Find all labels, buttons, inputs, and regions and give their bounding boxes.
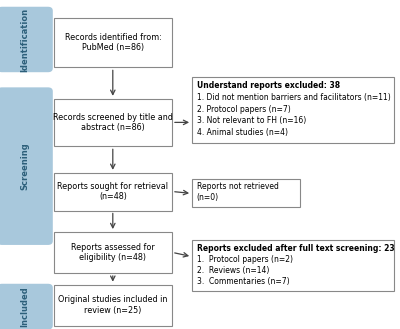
Text: Records screened by title and
abstract (n=86): Records screened by title and abstract (…: [53, 113, 173, 132]
Text: 2.  Reviews (n=14): 2. Reviews (n=14): [197, 266, 269, 275]
Text: 2. Protocol papers (n=7): 2. Protocol papers (n=7): [197, 105, 290, 114]
Text: 4. Animal studies (n=4): 4. Animal studies (n=4): [197, 128, 288, 137]
FancyBboxPatch shape: [54, 99, 172, 146]
FancyBboxPatch shape: [54, 18, 172, 67]
Text: Reports not retrieved: Reports not retrieved: [197, 183, 279, 191]
Text: 3. Not relevant to FH (n=16): 3. Not relevant to FH (n=16): [197, 116, 306, 125]
FancyBboxPatch shape: [54, 285, 172, 326]
FancyBboxPatch shape: [0, 88, 53, 245]
FancyBboxPatch shape: [192, 179, 300, 207]
Text: Reports excluded after full text screening: 23: Reports excluded after full text screeni…: [197, 243, 394, 252]
FancyBboxPatch shape: [192, 240, 394, 291]
Text: 1. Did not mention barriers and facilitators (n=11): 1. Did not mention barriers and facilita…: [197, 93, 390, 102]
FancyBboxPatch shape: [54, 232, 172, 273]
Text: 1.  Protocol papers (n=2): 1. Protocol papers (n=2): [197, 255, 293, 264]
Text: Included: Included: [20, 286, 30, 327]
Text: Understand reports excluded: 38: Understand reports excluded: 38: [197, 81, 340, 90]
FancyBboxPatch shape: [0, 7, 53, 72]
Text: Records identified from:
PubMed (n=86): Records identified from: PubMed (n=86): [64, 33, 162, 52]
Text: Screening: Screening: [20, 142, 30, 190]
Text: Reports sought for retrieval
(n=48): Reports sought for retrieval (n=48): [58, 182, 168, 201]
FancyBboxPatch shape: [54, 173, 172, 211]
Text: Original studies included in
review (n=25): Original studies included in review (n=2…: [58, 295, 168, 315]
Text: 3.  Commentaries (n=7): 3. Commentaries (n=7): [197, 277, 290, 286]
Text: Identification: Identification: [20, 8, 30, 71]
FancyBboxPatch shape: [192, 77, 394, 143]
FancyBboxPatch shape: [0, 284, 53, 329]
Text: (n=0): (n=0): [197, 193, 219, 202]
Text: Reports assessed for
eligibility (n=48): Reports assessed for eligibility (n=48): [71, 243, 155, 262]
